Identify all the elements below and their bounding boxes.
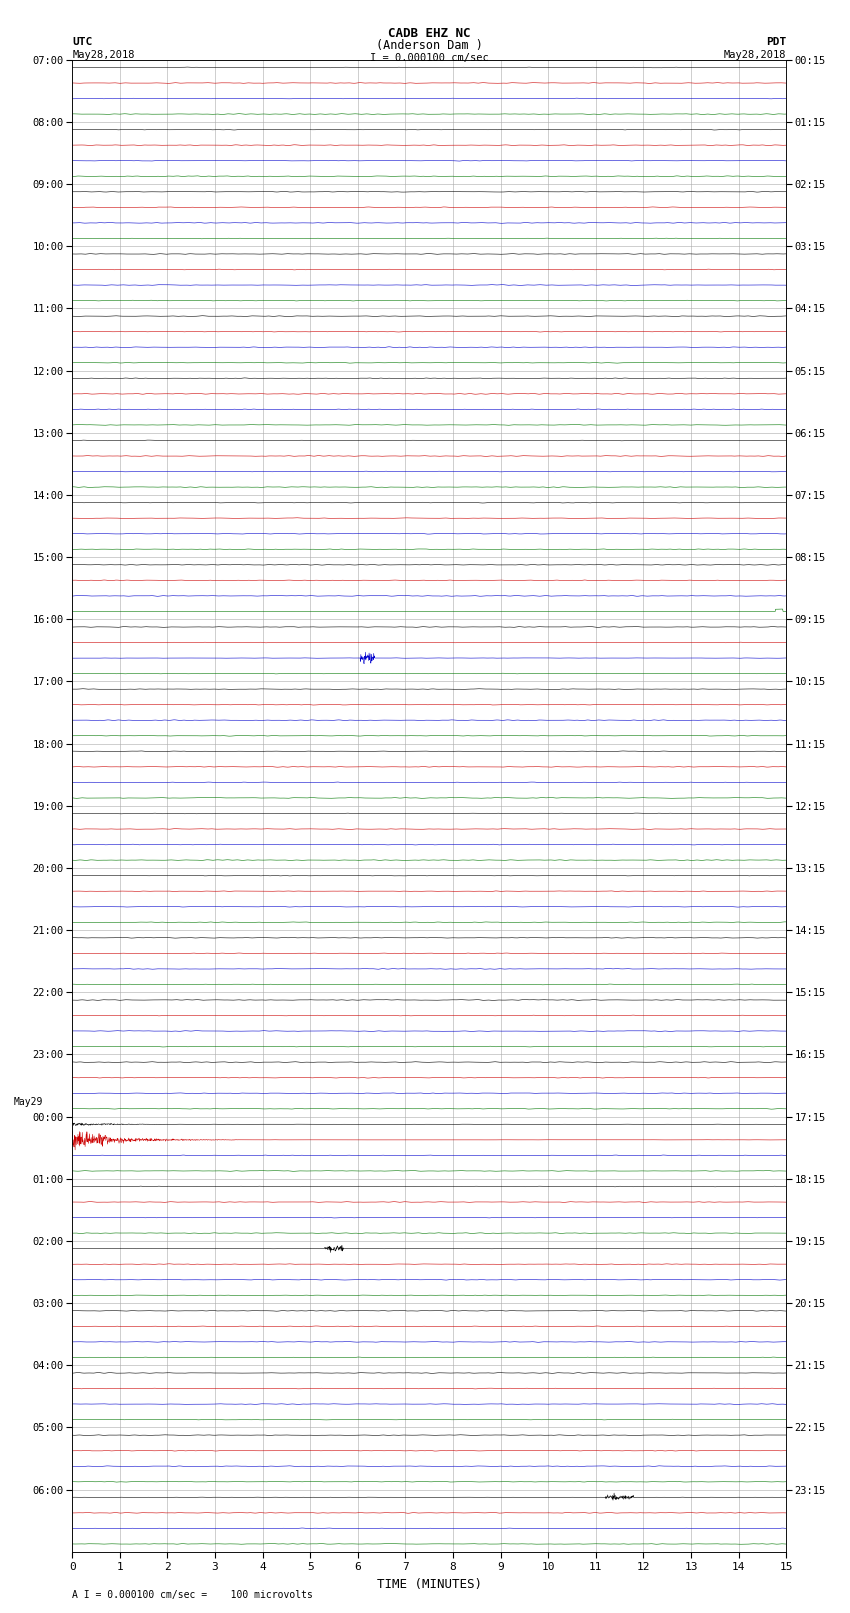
- Text: May28,2018: May28,2018: [72, 50, 135, 60]
- Text: CADB EHZ NC: CADB EHZ NC: [388, 27, 471, 40]
- Text: UTC: UTC: [72, 37, 93, 47]
- Text: A I = 0.000100 cm/sec =    100 microvolts: A I = 0.000100 cm/sec = 100 microvolts: [72, 1590, 313, 1600]
- Text: May28,2018: May28,2018: [723, 50, 786, 60]
- Text: (Anderson Dam ): (Anderson Dam ): [376, 39, 483, 52]
- Text: PDT: PDT: [766, 37, 786, 47]
- Text: May29: May29: [14, 1097, 43, 1108]
- Text: I = 0.000100 cm/sec: I = 0.000100 cm/sec: [370, 53, 489, 63]
- X-axis label: TIME (MINUTES): TIME (MINUTES): [377, 1578, 482, 1590]
